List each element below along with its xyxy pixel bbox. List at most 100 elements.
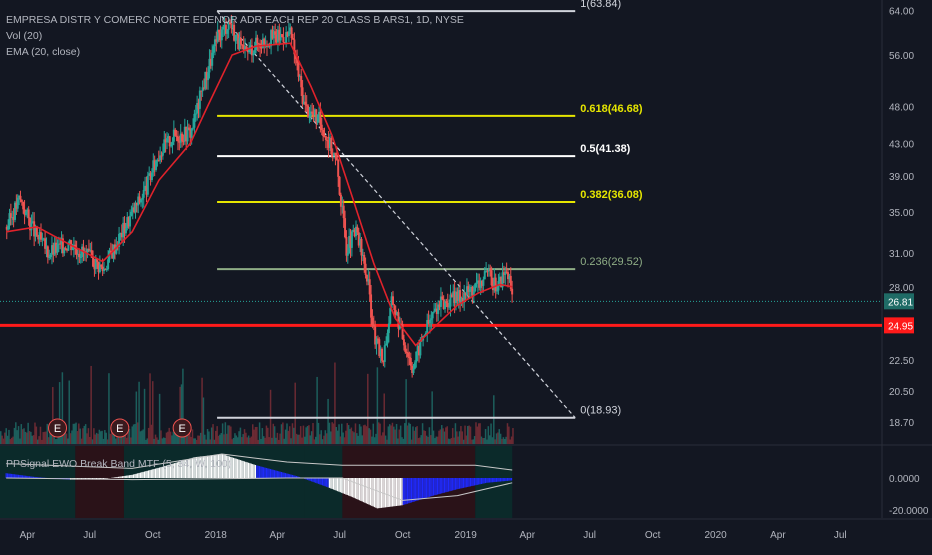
volume-bar (299, 426, 302, 444)
earnings-label-1: E (116, 423, 123, 435)
volume-bar (421, 423, 424, 444)
candle-body (367, 279, 370, 282)
volume-bar (4, 432, 6, 444)
candle-body (227, 22, 230, 30)
candle-body (408, 356, 411, 358)
candle-body (250, 45, 253, 56)
volume-bar (146, 438, 149, 444)
candle-body (489, 269, 492, 271)
candle-body (449, 294, 452, 307)
candle-body (176, 136, 179, 142)
volume-bar (235, 435, 238, 444)
candle-body (319, 111, 322, 125)
candle-body (185, 126, 188, 142)
candle-body (126, 217, 129, 229)
earnings-label-0: E (54, 423, 61, 435)
volume-bar (265, 425, 268, 444)
candle-body (155, 161, 158, 170)
candle-body (363, 254, 366, 264)
candle-body (211, 52, 214, 66)
candle-body (175, 135, 178, 137)
candle-body (219, 32, 222, 41)
volume-bar (409, 423, 411, 444)
volume-bar (334, 362, 336, 444)
volume-bar (275, 437, 277, 444)
candle-body (293, 39, 296, 55)
volume-bar (438, 430, 440, 444)
volume-bar (471, 439, 473, 444)
candle-body (442, 299, 445, 309)
candle-body (478, 280, 481, 288)
volume-bar (38, 436, 40, 444)
candle-body (220, 29, 223, 41)
volume-bar (386, 439, 388, 444)
volume-bar (414, 427, 417, 444)
volume-bar (323, 435, 325, 444)
candle-body (216, 29, 219, 42)
volume-bar (362, 425, 365, 444)
volume-bar (216, 426, 218, 444)
volume-bar (9, 439, 12, 444)
volume-bar (441, 425, 443, 444)
volume-bar (498, 429, 501, 444)
candle-body (346, 253, 349, 256)
volume-bar (499, 433, 502, 444)
volume-bar (238, 431, 240, 444)
volume-bar (402, 438, 405, 444)
volume-bar (502, 437, 505, 444)
candle-body (452, 291, 455, 298)
volume-bar (182, 368, 184, 444)
candle-body (19, 195, 22, 200)
candle-body (371, 317, 374, 326)
candle-body (437, 304, 440, 314)
volume-bar (401, 437, 403, 444)
candle-body (327, 140, 330, 148)
volume-bar (432, 430, 435, 444)
osc-lower-band (6, 477, 513, 501)
earnings-marker-1 (110, 418, 130, 438)
volume-bar (491, 437, 494, 444)
candle-body (487, 269, 490, 272)
volume-bar (68, 380, 70, 444)
candle-body (48, 256, 51, 258)
candle-body (479, 280, 482, 288)
candle-body (383, 345, 386, 362)
volume-bar (260, 438, 262, 444)
candle-body (12, 217, 15, 220)
volume-bar (282, 422, 284, 444)
volume-label: Vol (20) (6, 30, 43, 42)
candle-body (427, 320, 430, 324)
candle-body (208, 58, 211, 73)
volume-bar (284, 429, 287, 444)
candle-body (145, 185, 148, 195)
volume-bar (12, 436, 14, 444)
y-tick-label: 35.00 (889, 208, 914, 219)
fib-label-1: 0.618(46.68) (580, 103, 643, 115)
support-badge: 24.95 (888, 321, 913, 332)
candle-body (456, 291, 459, 301)
volume-bar (58, 382, 61, 444)
candle-body (124, 228, 127, 234)
volume-bar (476, 426, 479, 444)
volume-bar (341, 423, 343, 444)
volume-bar (369, 429, 372, 444)
volume-bar (327, 398, 329, 444)
volume-bar (383, 393, 385, 444)
volume-bar (353, 432, 355, 444)
candle-body (405, 351, 408, 353)
candle-body (256, 37, 259, 44)
candle-body (96, 258, 99, 263)
candle-body (98, 264, 101, 273)
candle-body (178, 141, 181, 143)
candle-body (413, 362, 416, 369)
volume-bar (350, 427, 353, 444)
volume-bar (27, 422, 29, 444)
volume-bar (169, 431, 172, 444)
volume-bar (19, 438, 21, 444)
candle-body (389, 308, 392, 324)
candle-body (397, 312, 400, 329)
candle-body (361, 254, 364, 256)
candle-body (148, 173, 151, 176)
